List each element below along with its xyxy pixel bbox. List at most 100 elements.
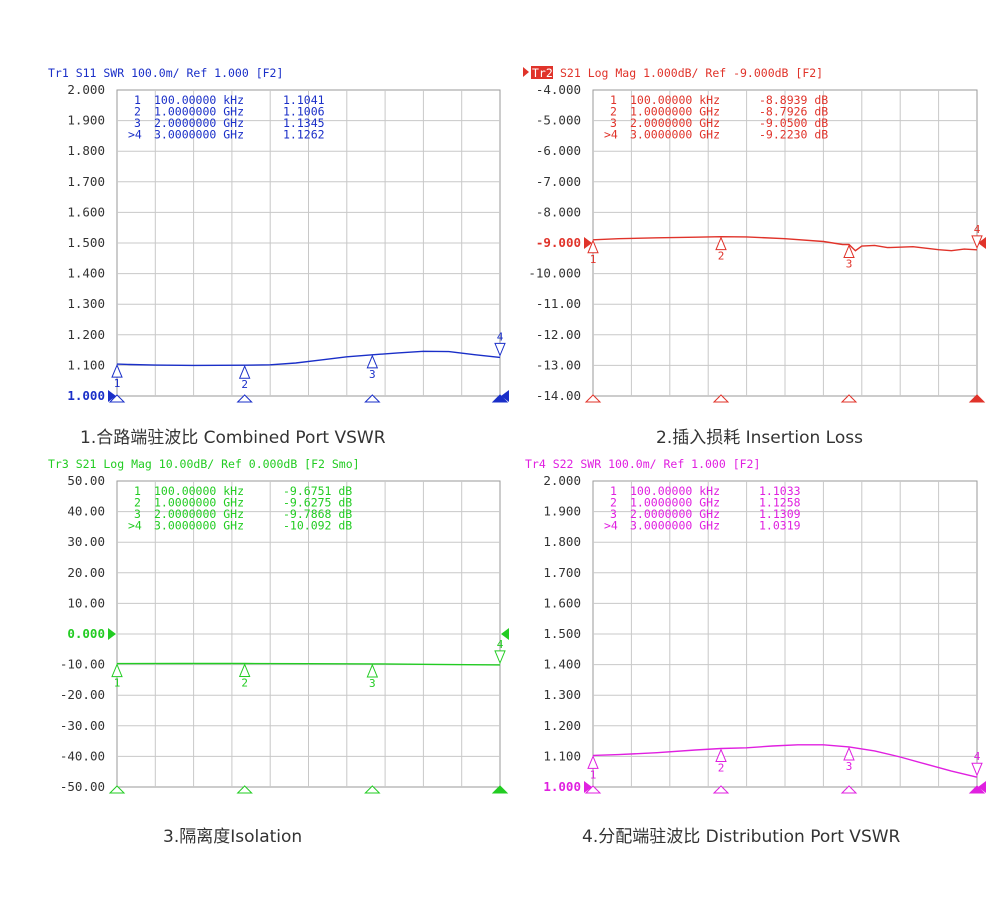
marker-symbol-icon [494,650,506,665]
trace-header: Tr3 S21 Log Mag 10.00dB/ Ref 0.000dB [F2… [48,457,360,471]
marker-label: 3 [846,258,853,271]
chart-caption-2: 2.插入损耗 Insertion Loss [656,428,863,448]
y-tick-label: 30.00 [67,534,105,549]
marker-readout-value: -8.8939 dB [759,93,828,107]
y-tick-label: -6.000 [536,143,581,158]
marker-position-triangle-icon [364,394,381,403]
y-tick-label: 1.100 [67,357,105,372]
y-tick-label: -40.00 [60,748,105,763]
y-tick-label: 1.500 [543,626,581,641]
marker-symbol-icon [971,762,983,777]
marker-position-triangle-icon [108,785,126,794]
y-tick-label: 1.700 [67,174,105,189]
marker-label: 4 [497,330,504,343]
marker-readout-freq: 100.00000 kHz [154,93,244,107]
y-tick-label: -4.000 [536,82,581,97]
y-tick-label: -5.000 [536,113,581,128]
trace-header: Tr4 S22 SWR 100.0m/ Ref 1.000 [F2] [525,457,760,471]
marker-label: 3 [369,368,376,381]
y-tick-label: 1.300 [67,296,105,311]
ref-level-left-arrow-icon [584,237,592,249]
marker-readout-freq: 3.0000000 GHz [154,519,244,533]
marker-readout-value: 1.1006 [283,105,325,119]
y-tick-label: 50.00 [67,473,105,488]
y-tick-label: 40.00 [67,504,105,519]
trace-header: S21 Log Mag 1.000dB/ Ref -9.000dB [F2] [560,66,823,80]
marker-label: 1 [590,253,597,266]
marker-label: 3 [369,677,376,690]
marker-symbol-icon [843,746,855,761]
marker-position-triangle-icon [364,785,381,794]
ref-level-right-arrow-icon [978,237,986,249]
marker-readout-freq: 1.0000000 GHz [154,496,244,510]
marker-position-triangle-icon [712,785,730,794]
marker-position-triangle-icon [584,394,602,403]
y-tick-label: -30.00 [60,718,105,733]
y-tick-label: 1.000 [67,388,105,403]
y-tick-label: 2.000 [543,473,581,488]
marker-symbol-icon [843,244,855,259]
y-tick-label: 1.100 [543,748,581,763]
marker-label: 4 [974,750,981,763]
marker-readout-id: 2 [134,105,141,119]
marker-readout-value: 1.1033 [759,484,801,498]
marker-readout-id: 2 [134,496,141,510]
trace-header: Tr1 S11 SWR 100.0m/ Ref 1.000 [F2] [48,66,283,80]
marker-symbol-icon [971,235,983,250]
marker-readout-freq: 2.0000000 GHz [154,507,244,521]
marker-symbol-icon [111,363,123,378]
marker-symbol-icon [111,663,123,678]
y-tick-label: 1.400 [543,657,581,672]
marker-label: 4 [974,223,981,236]
marker-readout-id: 1 [610,93,617,107]
chart-caption-1: 1.合路端驻波比 Combined Port VSWR [80,428,386,448]
marker-symbol-icon [715,236,727,251]
marker-readout-freq: 3.0000000 GHz [630,128,720,142]
marker-position-triangle-icon [968,394,986,403]
y-tick-label: -7.000 [536,174,581,189]
y-tick-label: 1.400 [67,266,105,281]
marker-readout-value: -10.092 dB [283,519,352,533]
y-tick-label: 1.200 [543,718,581,733]
marker-readout-value: 1.1309 [759,507,801,521]
marker-readout-id: 1 [610,484,617,498]
y-tick-label: -20.00 [60,687,105,702]
marker-symbol-icon [238,364,251,379]
y-tick-label: 1.900 [543,504,581,519]
ref-level-right-arrow-icon [978,781,986,793]
y-tick-label: 20.00 [67,565,105,580]
marker-position-triangle-icon [491,394,509,403]
marker-readout-freq: 1.0000000 GHz [630,105,720,119]
y-tick-label: 0.000 [67,626,105,641]
marker-symbol-icon [587,239,599,254]
y-tick-label: 1.300 [543,687,581,702]
marker-readout-freq: 2.0000000 GHz [630,507,720,521]
marker-readout-value: -9.7868 dB [283,507,352,521]
marker-readout-value: 1.1262 [283,128,325,142]
y-tick-label: -13.00 [536,357,581,372]
marker-readout-id: >4 [128,128,142,142]
marker-position-triangle-icon [236,785,253,794]
marker-position-triangle-icon [840,394,858,403]
marker-symbol-icon [494,342,506,357]
y-tick-label: -11.00 [536,296,581,311]
marker-symbol-icon [587,755,599,769]
y-tick-label: 10.00 [67,595,105,610]
marker-readout-value: 1.0319 [759,519,801,533]
marker-readout-id: >4 [604,519,618,533]
active-trace-arrow-icon [523,67,529,77]
y-tick-label: -8.000 [536,204,581,219]
y-tick-label: -10.000 [528,266,581,281]
marker-label: 2 [718,250,725,263]
marker-readout-id: >4 [604,128,618,142]
marker-position-triangle-icon [584,785,602,794]
y-tick-label: 1.000 [543,779,581,794]
marker-readout-id: 1 [134,93,141,107]
marker-readout-value: -9.6751 dB [283,484,352,498]
marker-readout-id: 2 [610,105,617,119]
y-tick-label: 1.600 [543,595,581,610]
marker-readout-id: 3 [610,507,617,521]
marker-readout-freq: 1.0000000 GHz [154,105,244,119]
marker-symbol-icon [238,663,251,677]
marker-symbol-icon [366,663,379,678]
